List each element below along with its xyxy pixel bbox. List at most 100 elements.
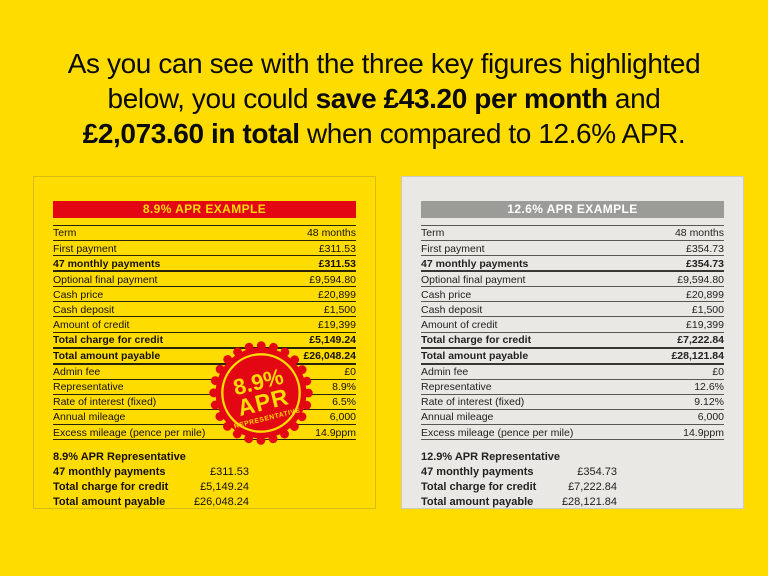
- row-label: Optional final payment: [421, 273, 526, 286]
- table-row: Optional final payment £9,594.80: [53, 272, 356, 288]
- row-value: 6,000: [697, 411, 724, 424]
- row-label: Annual mileage: [53, 411, 126, 424]
- table-row: Cash deposit £1,500: [421, 302, 724, 318]
- table-row: Annual mileage 6,000: [53, 410, 356, 426]
- summary-row: Total charge for credit £7,222.84: [421, 480, 724, 495]
- row-value: £20,899: [686, 288, 724, 301]
- table-row-highlighted: Total amount payable £26,048.24: [53, 349, 356, 365]
- row-value: £1,500: [691, 303, 724, 316]
- headline-line-2: below, you could save £43.20 per month a…: [0, 81, 768, 116]
- summary-label: Total charge for credit: [53, 481, 169, 494]
- badge-scalloped-edge: [209, 341, 313, 445]
- table-row: Rate of interest (fixed) 6.5%: [53, 395, 356, 410]
- table-row: Optional final payment £9,594.80: [421, 272, 724, 288]
- row-value: 14.9ppm: [315, 426, 356, 439]
- row-value: £354.73: [686, 242, 724, 255]
- row-value: £0: [712, 366, 724, 379]
- table-row: Term 48 months: [53, 226, 356, 242]
- finance-table-12-6: Term 48 months First payment £354.73 47 mo…: [421, 225, 724, 441]
- summary-row: Total amount payable £26,048.24: [53, 495, 356, 510]
- table-row: Admin fee £0: [53, 365, 356, 380]
- row-value: 6,000: [329, 411, 356, 424]
- row-label: Amount of credit: [421, 318, 498, 331]
- summary-label: Total charge for credit: [421, 481, 537, 494]
- summary-label: 47 monthly payments: [53, 466, 166, 479]
- summary-value: £354.73: [577, 466, 617, 479]
- row-value: 6.5%: [332, 396, 356, 409]
- row-value: £9,594.80: [309, 273, 356, 286]
- summary-label: Total amount payable: [53, 496, 166, 509]
- table-row: Cash price £20,899: [53, 287, 356, 303]
- headline-line-3: £2,073.60 in total when compared to 12.6…: [0, 116, 768, 151]
- table-row: Annual mileage 6,000: [421, 410, 724, 426]
- table-row: Term 48 months: [421, 226, 724, 242]
- headline-savings-monthly: save £43.20 per month: [315, 83, 608, 114]
- badge-inner-ring: [221, 353, 301, 433]
- row-value: 14.9ppm: [683, 426, 724, 439]
- summary-value: £28,121.84: [561, 496, 617, 509]
- row-label: Excess mileage (pence per mile): [421, 426, 574, 439]
- headline-text: below, you could: [107, 83, 316, 114]
- panel-header-12-6: 12.6% APR EXAMPLE: [421, 201, 724, 218]
- table-row: Representative 8.9%: [53, 380, 356, 395]
- row-label: Representative: [53, 381, 124, 394]
- headline-text: and: [607, 83, 661, 114]
- row-value: £311.53: [318, 242, 356, 255]
- row-label: First payment: [421, 242, 485, 255]
- row-value: £28,121.84: [671, 350, 724, 363]
- table-row: Amount of credit £19,399: [421, 317, 724, 333]
- table-row-highlighted: Total charge for credit £5,149.24: [53, 333, 356, 349]
- finance-table-8-9: Term 48 months First payment £311.53 47 mo…: [53, 225, 356, 441]
- table-row: Amount of credit £19,399: [53, 317, 356, 333]
- row-value: £354.73: [686, 257, 724, 270]
- row-label: Rate of interest (fixed): [421, 396, 525, 409]
- row-label: First payment: [53, 242, 117, 255]
- row-label: Representative: [421, 381, 492, 394]
- row-value: £19,399: [686, 318, 724, 331]
- row-label: Amount of credit: [53, 318, 130, 331]
- row-value: £26,048.24: [303, 350, 356, 363]
- table-row-highlighted: 47 monthly payments £354.73: [421, 256, 724, 273]
- row-label: Cash price: [421, 288, 472, 301]
- table-row: Cash deposit £1,500: [53, 302, 356, 318]
- apr-example-panel-12-6: 12.6% APR EXAMPLE Term 48 months First pa…: [401, 176, 744, 509]
- row-label: Admin fee: [53, 366, 101, 379]
- row-label: 47 monthly payments: [421, 257, 529, 270]
- row-value: £1,500: [323, 303, 356, 316]
- summary-row: Total charge for credit £5,149.24: [53, 480, 356, 495]
- headline-line-1: As you can see with the three key figure…: [0, 46, 768, 81]
- summary-title: 8.9% APR Representative: [53, 451, 186, 464]
- headline-savings-total: £2,073.60 in total: [82, 118, 300, 149]
- table-row-highlighted: 47 monthly payments £311.53: [53, 256, 356, 273]
- summary-value: £7,222.84: [568, 481, 617, 494]
- summary-row: 47 monthly payments £354.73: [421, 465, 724, 480]
- apr-example-panel-8-9: 8.9% APR EXAMPLE Term 48 months First pay…: [33, 176, 376, 509]
- row-label: Term: [421, 227, 445, 240]
- table-row-highlighted: Total charge for credit £7,222.84: [421, 333, 724, 349]
- panel-header-8-9: 8.9% APR EXAMPLE: [53, 201, 356, 218]
- headline-text: As you can see with the three key figure…: [67, 48, 701, 79]
- summary-row: 47 monthly payments £311.53: [53, 465, 356, 480]
- summary-value: £311.53: [210, 466, 249, 479]
- table-row: Rate of interest (fixed) 9.12%: [421, 395, 724, 410]
- row-value: £19,399: [318, 318, 356, 331]
- row-label: Total charge for credit: [53, 334, 164, 347]
- row-value: 48 months: [306, 227, 356, 240]
- row-label: 47 monthly payments: [53, 257, 161, 270]
- table-row: Cash price £20,899: [421, 287, 724, 303]
- row-value: £0: [344, 366, 356, 379]
- representative-summary-12-9: 12.9% APR Representative 47 monthly paym…: [421, 450, 724, 510]
- apr-representative-badge: 8.9% APR REPRESENTATIVE: [209, 341, 313, 445]
- row-label: Total amount payable: [53, 350, 161, 363]
- row-label: Excess mileage (pence per mile): [53, 426, 206, 439]
- summary-value: £26,048.24: [193, 496, 249, 509]
- table-row: Excess mileage (pence per mile) 14.9ppm: [53, 425, 356, 441]
- table-row: Admin fee £0: [421, 365, 724, 380]
- table-row: Representative 12.6%: [421, 380, 724, 395]
- row-label: Admin fee: [421, 366, 469, 379]
- row-value: 48 months: [674, 227, 724, 240]
- summary-label: Total amount payable: [421, 496, 534, 509]
- row-value: 12.6%: [694, 381, 724, 394]
- row-label: Rate of interest (fixed): [53, 396, 157, 409]
